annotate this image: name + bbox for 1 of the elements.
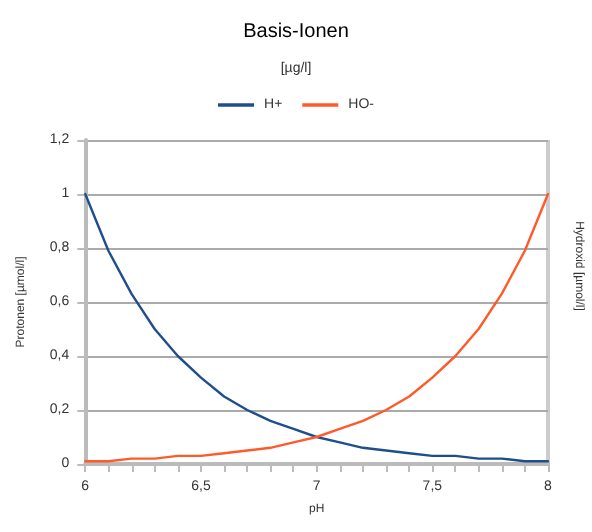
chart-title: Basis-Ionen bbox=[243, 21, 349, 43]
